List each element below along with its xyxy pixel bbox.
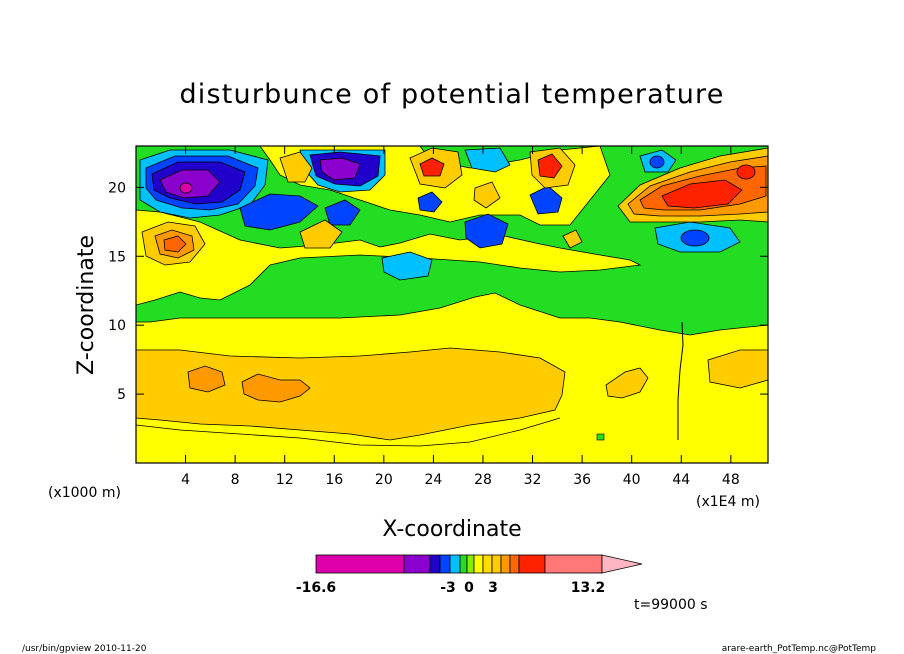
colorbar: -16.6 -3 0 3 13.2 bbox=[296, 554, 643, 596]
field-blue-5 bbox=[417, 191, 443, 213]
contour-lower bbox=[136, 417, 561, 447]
colorbar-min-label: -16.6 bbox=[296, 580, 336, 596]
field-orange-upper-5 bbox=[299, 219, 343, 249]
x-axis-unit-left: (x1000 m) bbox=[48, 485, 121, 501]
x-tick-label: 24 bbox=[424, 472, 442, 488]
field-orange-patch-2 bbox=[241, 373, 311, 403]
field-blue-2 bbox=[239, 193, 319, 231]
chart-title: disturbunce of potential temperature bbox=[179, 79, 724, 110]
colorbar-tick-label-2: 0 bbox=[464, 580, 474, 596]
field-blue-3 bbox=[324, 199, 361, 226]
footer-right: arare-earth_PotTemp.nc@PotTemp bbox=[722, 644, 877, 654]
colorbar-segment bbox=[544, 554, 603, 574]
x-tick-label: 4 bbox=[181, 472, 190, 488]
y-tick-label: 20 bbox=[108, 180, 126, 196]
colorbar-segment bbox=[459, 554, 468, 574]
field-orange-upper-6 bbox=[473, 181, 501, 209]
field-red-upper-3 bbox=[537, 153, 563, 179]
plot-frame bbox=[135, 145, 769, 464]
colorbar-segment bbox=[449, 554, 461, 574]
y-axis: 5 10 15 20 bbox=[108, 180, 768, 403]
field-blue-4 bbox=[464, 213, 509, 249]
x-tick-label: 8 bbox=[231, 472, 240, 488]
colorbar-segment bbox=[473, 554, 484, 574]
x-axis-label: X-coordinate bbox=[382, 517, 521, 542]
x-tick-label: 20 bbox=[375, 472, 393, 488]
field-orange-upper-4 bbox=[279, 151, 313, 183]
x-tick-label: 32 bbox=[524, 472, 542, 488]
field-purple-2 bbox=[319, 157, 361, 181]
footer-left: /usr/bin/gpview 2010-11-20 bbox=[22, 644, 147, 654]
field-blue-7 bbox=[680, 229, 710, 247]
field-orange-upper-7 bbox=[562, 229, 583, 249]
colorbar-extension-arrow bbox=[601, 554, 643, 574]
colorbar-segment bbox=[439, 554, 451, 574]
colorbar-tick-label-3: 3 bbox=[488, 580, 498, 596]
field-deepred-right-2 bbox=[736, 164, 756, 180]
x-tick-label: 16 bbox=[325, 472, 343, 488]
y-axis-label: Z-coordinate bbox=[74, 235, 99, 375]
field-red-upper-2 bbox=[419, 157, 445, 177]
field-red-upper-1 bbox=[163, 235, 187, 253]
x-tick-label: 36 bbox=[573, 472, 591, 488]
field-blue-8 bbox=[649, 155, 665, 169]
colorbar-segment bbox=[315, 554, 405, 574]
small-green-patch bbox=[596, 433, 605, 441]
y-tick-label: 5 bbox=[117, 387, 126, 403]
field-cyan-3 bbox=[464, 147, 511, 173]
colorbar-segment bbox=[429, 554, 441, 574]
colorbar-segment bbox=[482, 554, 493, 574]
colorbar-segment bbox=[491, 554, 502, 574]
field-orange-patch-right bbox=[707, 349, 768, 389]
colorbar-segment bbox=[500, 554, 511, 574]
colorbar-max-label: 13.2 bbox=[571, 580, 606, 596]
x-tick-label: 40 bbox=[623, 472, 641, 488]
colorbar-segment bbox=[466, 554, 475, 574]
field-orange-patch-1 bbox=[187, 365, 226, 393]
contour-vertical-line bbox=[677, 321, 684, 440]
field-orange-band bbox=[136, 347, 566, 441]
field-deepred-right bbox=[661, 179, 743, 209]
time-label: t=99000 s bbox=[634, 597, 708, 613]
plot-area bbox=[136, 146, 768, 463]
colorbar-segment bbox=[403, 554, 431, 574]
x-tick-label: 48 bbox=[722, 472, 740, 488]
x-axis: 4 8 12 16 20 24 28 32 36 40 44 48 bbox=[181, 146, 740, 488]
x-tick-label: 12 bbox=[276, 472, 294, 488]
y-tick-label: 15 bbox=[108, 249, 126, 265]
colorbar-segment bbox=[509, 554, 520, 574]
field-magenta-1 bbox=[179, 182, 193, 194]
x-axis-unit-right: (x1E4 m) bbox=[696, 494, 760, 510]
field-cyan-4 bbox=[381, 251, 433, 281]
x-tick-label: 44 bbox=[672, 472, 690, 488]
y-tick-label: 10 bbox=[108, 318, 126, 334]
colorbar-segment bbox=[518, 554, 546, 574]
colorbar-tick-label-1: -3 bbox=[440, 580, 456, 596]
x-tick-label: 28 bbox=[474, 472, 492, 488]
field-orange-patch-3 bbox=[605, 367, 649, 399]
